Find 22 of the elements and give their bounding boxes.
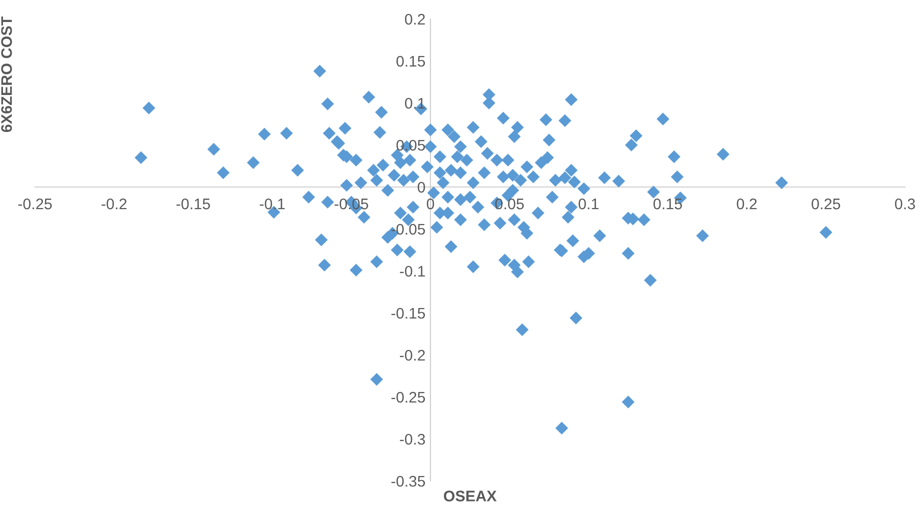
y-tick-label: -0.35 [391, 476, 425, 487]
x-tick-label: 0 [426, 198, 434, 210]
y-tick-label: 0.2 [404, 14, 425, 25]
x-tick-label: 0.15 [653, 198, 682, 210]
x-tick-label: -0.2 [102, 198, 126, 210]
y-tick-label: -0.15 [391, 308, 425, 319]
x-tick-label: 0.3 [894, 198, 915, 210]
y-axis-title: 6X6ZERO COST [1, 16, 12, 132]
x-tick-label: 0.25 [812, 198, 840, 210]
y-tick-label: 0.15 [396, 56, 425, 67]
y-tick-label: 0.1 [404, 98, 425, 109]
y-tick-label: -0.1 [400, 266, 425, 277]
y-tick-label: -0.2 [400, 350, 425, 361]
y-tick-label: 0 [418, 182, 425, 193]
x-tick-label: 0.1 [578, 198, 599, 210]
x-axis-title: OSEAX [444, 490, 497, 502]
x-tick-label: -0.25 [18, 198, 52, 210]
x-tick-label: -0.15 [176, 198, 210, 210]
x-tick-label: 0.2 [736, 198, 757, 210]
y-tick-label: -0.3 [400, 434, 425, 445]
x-tick-label: -0.1 [260, 198, 285, 210]
y-tick-label: -0.25 [391, 392, 425, 403]
